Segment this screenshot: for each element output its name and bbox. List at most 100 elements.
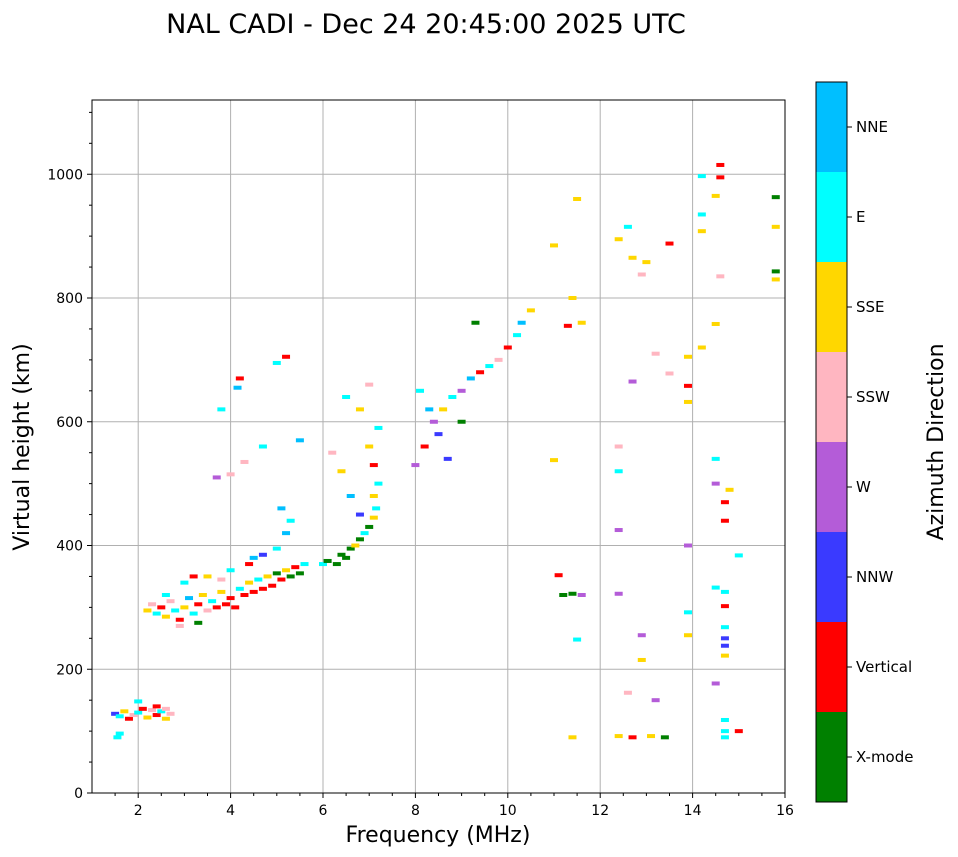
echo-point	[665, 241, 674, 246]
echo-point	[771, 269, 780, 274]
echo-point	[166, 599, 175, 604]
echo-point	[568, 296, 577, 300]
echo-point	[157, 605, 166, 610]
echo-point	[434, 432, 443, 437]
echo-point	[143, 715, 152, 720]
echo-point	[725, 487, 734, 492]
echo-point	[720, 518, 729, 523]
x-axis-label: Frequency (MHz)	[346, 823, 531, 848]
echo-point	[471, 320, 480, 325]
y-tick-label: 0	[74, 786, 83, 802]
echo-point	[711, 456, 720, 461]
echo-point	[563, 323, 572, 328]
echo-point	[614, 469, 623, 474]
echo-point	[277, 506, 286, 511]
echo-point	[513, 333, 522, 338]
echo-point	[711, 585, 720, 590]
echo-point	[295, 571, 304, 576]
echo-point	[180, 605, 189, 610]
x-tick-label: 8	[411, 803, 420, 819]
echo-point	[175, 617, 184, 622]
echo-point	[439, 407, 448, 412]
echo-point	[716, 162, 725, 167]
echo-point	[355, 537, 364, 542]
echo-point	[346, 546, 355, 551]
echo-point	[416, 388, 425, 393]
echo-point	[573, 197, 582, 201]
colorbar-segment	[816, 82, 847, 172]
colorbar-frame	[815, 81, 848, 803]
echo-point	[115, 731, 124, 736]
colorbar-segment	[816, 712, 847, 802]
chart-title: NAL CADI - Dec 24 20:45:00 2025 UTC	[166, 9, 686, 40]
echo-point	[720, 643, 729, 648]
echo-point	[254, 577, 263, 582]
x-tick-label: 2	[134, 803, 143, 819]
echo-point	[443, 456, 452, 461]
echo-point	[425, 407, 434, 412]
echo-point	[226, 472, 235, 477]
echo-point	[720, 653, 729, 658]
y-tick-label: 400	[56, 539, 83, 555]
echo-point	[295, 438, 304, 443]
echo-point	[272, 360, 281, 365]
echo-point	[568, 591, 577, 596]
echo-point	[138, 706, 147, 711]
echo-point	[577, 320, 586, 325]
azimuth-colorbar: X-mode Vertical NNW W SSW SSE E NNE	[815, 81, 913, 803]
echo-point	[249, 555, 258, 560]
echo-point	[568, 735, 577, 740]
echo-point	[374, 481, 383, 486]
echo-point	[171, 608, 180, 613]
echo-point	[683, 383, 692, 388]
echo-point	[115, 714, 124, 719]
echo-point	[365, 524, 374, 529]
echo-point	[282, 568, 291, 573]
echo-point	[235, 376, 244, 381]
echo-point	[161, 716, 170, 721]
echo-point	[328, 450, 337, 455]
echo-point	[517, 320, 526, 325]
echo-point	[268, 583, 277, 588]
echo-point	[189, 611, 198, 616]
echo-point	[245, 562, 254, 567]
echo-point	[185, 596, 194, 601]
echo-point	[203, 608, 212, 613]
echo-point	[277, 577, 286, 582]
echo-point	[263, 574, 272, 579]
colorbar-label-item: X-mode	[856, 748, 913, 766]
echo-point	[286, 518, 295, 523]
echo-point	[614, 528, 623, 533]
echo-point	[342, 555, 351, 560]
echo-point	[476, 370, 485, 375]
echo-point	[332, 562, 341, 567]
y-axis-label: Virtual height (km)	[10, 343, 35, 550]
y-tick-label: 800	[56, 291, 83, 307]
echo-point	[550, 243, 558, 248]
y-axis: 0 200 400 600 800 1000	[47, 111, 92, 802]
echo-point	[457, 388, 466, 393]
echo-point	[665, 371, 674, 376]
colorbar-segment	[816, 352, 847, 442]
colorbar-label-item: NNE	[856, 118, 888, 136]
echo-point	[734, 553, 743, 558]
echo-point	[166, 711, 175, 716]
echo-point	[457, 419, 466, 424]
echo-point	[697, 345, 706, 350]
echo-point	[337, 469, 346, 474]
echo-point	[258, 552, 267, 557]
echo-point	[208, 599, 217, 604]
echo-point	[212, 605, 221, 610]
echo-point	[245, 580, 254, 585]
plot-frame	[91, 99, 786, 794]
echo-point	[711, 193, 720, 198]
echo-point	[360, 531, 369, 536]
echo-point	[300, 562, 309, 567]
echo-point	[720, 717, 729, 722]
echo-point	[235, 586, 244, 591]
echo-point	[711, 321, 720, 326]
echo-point	[372, 506, 381, 511]
echo-point	[711, 681, 720, 686]
colorbar-segment	[816, 532, 847, 622]
echo-point	[647, 734, 656, 739]
